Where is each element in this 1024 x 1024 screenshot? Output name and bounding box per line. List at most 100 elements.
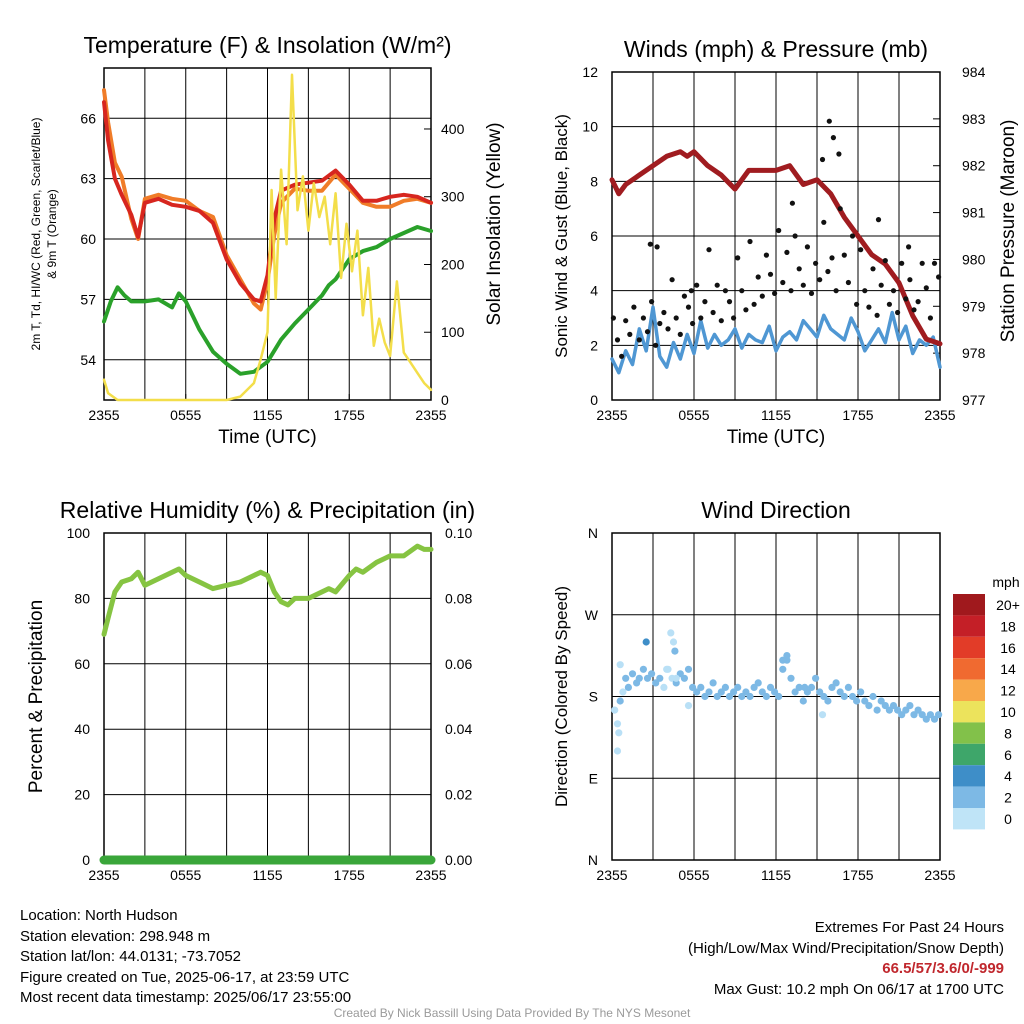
wind-gust-point bbox=[837, 206, 843, 212]
dir-point bbox=[787, 674, 795, 682]
temp-x-tick-label: 1755 bbox=[334, 407, 365, 423]
station-info: Location: North Hudson Station elevation… bbox=[20, 906, 351, 1009]
wind-gust-point bbox=[845, 279, 852, 286]
wind-gust-point bbox=[875, 217, 882, 223]
wind-x-tick-label: 0555 bbox=[678, 407, 709, 423]
credit-line: Created By Nick Bassill Using Data Provi… bbox=[333, 1006, 691, 1020]
wind-right-tick-label: 979 bbox=[962, 298, 986, 314]
wind-gust-point bbox=[654, 244, 660, 250]
wind-gust-point bbox=[878, 282, 884, 288]
dir-point bbox=[898, 711, 906, 719]
dir-point bbox=[671, 647, 679, 655]
wind-gust-point bbox=[923, 285, 929, 291]
speed-legend-label: 18 bbox=[1000, 618, 1016, 634]
speed-legend-label: 0 bbox=[1004, 811, 1012, 827]
speed-legend-label: 6 bbox=[1004, 747, 1012, 763]
wind-gust-point bbox=[767, 271, 774, 277]
wind-gust-point bbox=[821, 219, 827, 225]
wind-gust-point bbox=[751, 301, 757, 307]
temp-x-axis-label: Time (UTC) bbox=[218, 427, 317, 448]
temp-y-tick-label: 54 bbox=[80, 352, 96, 368]
dir-point bbox=[795, 683, 803, 692]
dir-point bbox=[656, 674, 664, 682]
wind-gust-point bbox=[731, 315, 737, 321]
dir-x-tick-label: 1755 bbox=[842, 867, 873, 883]
extremes-title: Extremes For Past 24 Hours bbox=[814, 919, 1004, 936]
rh-y-axis-label: Percent & Precipitation bbox=[26, 600, 47, 793]
wind-gust-point bbox=[722, 288, 729, 294]
dir-y-tick-label: W bbox=[585, 607, 599, 623]
wind-gust-point bbox=[690, 320, 696, 327]
dir-point bbox=[705, 688, 713, 696]
dir-y-tick-label: N bbox=[588, 852, 598, 868]
wind-y-tick-label: 2 bbox=[590, 337, 598, 353]
temp-right-tick-label: 200 bbox=[441, 256, 465, 272]
wind-x-tick-label: 1155 bbox=[761, 407, 791, 423]
wind-gust-point bbox=[826, 118, 832, 124]
wind-gust-point bbox=[804, 244, 811, 250]
wind-gust-point bbox=[718, 318, 724, 324]
speed-legend-label: 10 bbox=[1000, 704, 1016, 720]
wind-gust-point bbox=[657, 320, 663, 327]
dir-point bbox=[877, 697, 885, 705]
rh-humidity-line bbox=[101, 543, 434, 637]
wind-gust-point bbox=[882, 258, 888, 264]
wind-gust-point bbox=[759, 293, 765, 299]
wind-gust-point bbox=[710, 309, 716, 316]
rh-y-tick-label: 100 bbox=[67, 525, 91, 541]
speed-legend-label: 20+ bbox=[996, 597, 1020, 613]
wind-gust-point bbox=[899, 260, 905, 266]
wind-gust-point bbox=[841, 252, 847, 258]
dir-point bbox=[613, 720, 622, 728]
speed-legend-swatch bbox=[953, 808, 985, 830]
dir-point bbox=[754, 679, 762, 687]
temp-y-axis-label-2: & 9m T (Orange) bbox=[45, 189, 59, 279]
wind-gust-point bbox=[830, 135, 837, 141]
wind-right-tick-label: 981 bbox=[962, 205, 986, 221]
speed-legend-label: 2 bbox=[1004, 790, 1012, 806]
wind-x-axis-label: Time (UTC) bbox=[727, 427, 826, 448]
wind-gust-point bbox=[706, 247, 712, 253]
dir-point bbox=[616, 697, 624, 705]
temp-y-tick-label: 60 bbox=[80, 231, 96, 247]
dir-point bbox=[697, 683, 705, 692]
wind-gust-point bbox=[907, 277, 913, 283]
speed-legend-swatch bbox=[953, 743, 985, 766]
wind-gust-point bbox=[747, 238, 753, 245]
rh-title: Relative Humidity (%) & Precipitation (i… bbox=[60, 497, 475, 523]
wind-gust-point bbox=[792, 233, 798, 239]
dir-point bbox=[779, 656, 787, 664]
wind-gust-point bbox=[776, 227, 782, 234]
wind-gust-point bbox=[874, 312, 880, 318]
dir-point bbox=[824, 697, 832, 705]
wind-gust-point bbox=[927, 315, 934, 321]
dir-point bbox=[762, 692, 771, 701]
wind-gust-point bbox=[817, 277, 823, 283]
dir-point bbox=[689, 683, 697, 692]
wind-gust-point bbox=[688, 288, 694, 294]
rh-right-tick-label: 0.02 bbox=[445, 787, 472, 803]
wind-y-axis-label: Sonic Wind & Gust (Blue, Black) bbox=[552, 114, 571, 358]
wind-gust-point bbox=[673, 315, 679, 321]
wind-chart: 2355 0555 1155 1755 2355 Winds (mph) & Pressu… bbox=[552, 36, 1019, 448]
dir-point bbox=[619, 688, 627, 696]
temp-x-tick-label: 0555 bbox=[170, 407, 201, 423]
dir-title: Wind Direction bbox=[701, 497, 851, 523]
temp-y-tick-label: 66 bbox=[80, 110, 96, 126]
wind-gust-point bbox=[895, 309, 901, 316]
temp-right-tick-label: 300 bbox=[441, 189, 465, 205]
dir-point bbox=[611, 706, 619, 714]
dir-point bbox=[663, 665, 671, 673]
dir-point bbox=[791, 688, 799, 696]
extremes-subtitle: (High/Low/Max Wind/Precipitation/Snow De… bbox=[688, 939, 1004, 957]
wind-gust-point bbox=[890, 288, 897, 294]
wind-right-tick-label: 983 bbox=[962, 111, 986, 127]
wind-gust-point bbox=[739, 288, 745, 294]
station-latlon: Station lat/lon: 44.0131; -73.7052 bbox=[20, 948, 242, 965]
wind-y-tick-label: 12 bbox=[582, 64, 598, 80]
wind-gust-point bbox=[808, 290, 815, 296]
dir-point bbox=[734, 683, 742, 692]
speed-legend-label: 8 bbox=[1004, 725, 1012, 741]
wind-gust-point bbox=[788, 288, 794, 294]
